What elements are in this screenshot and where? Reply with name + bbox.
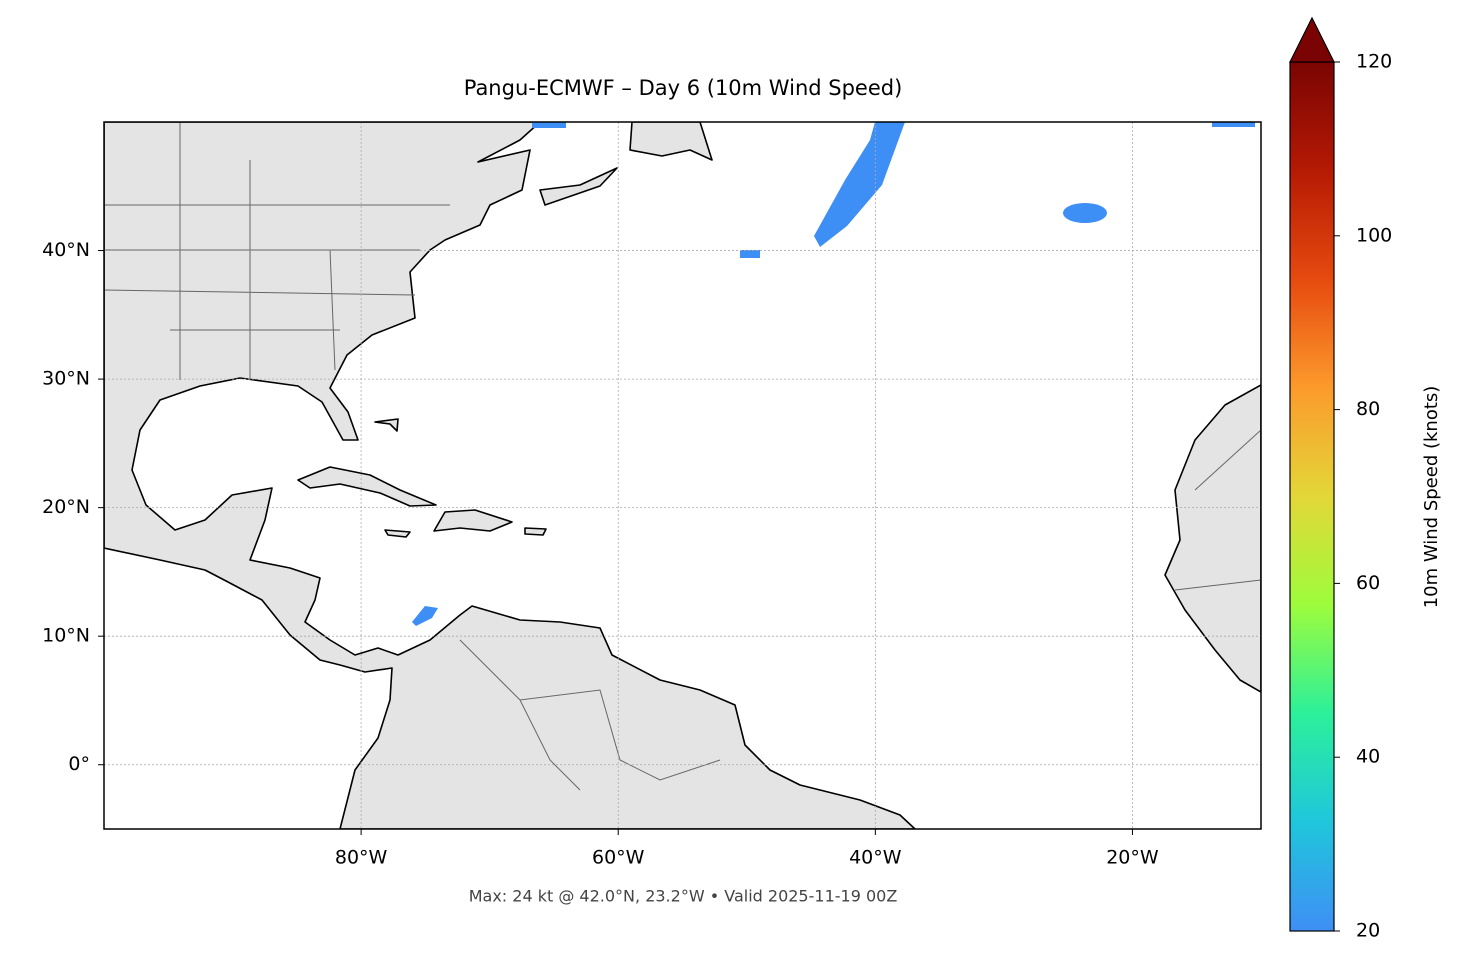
wind-patch: [814, 122, 905, 247]
colorbar: [1289, 61, 1335, 932]
colorbar-tick-label: 100: [1356, 224, 1392, 246]
cuba: [297, 466, 437, 507]
y-tick-label: 20°N: [42, 496, 90, 518]
colorbar-tick-label: 40: [1356, 746, 1380, 768]
x-tick-label: 80°W: [335, 847, 388, 869]
y-tick-label: 0°: [68, 753, 90, 775]
newfoundland: [629, 122, 713, 161]
map-frame: [103, 121, 1262, 830]
nova-scotia: [539, 167, 618, 206]
puerto-rico: [524, 527, 547, 536]
colorbar-label: 10m Wind Speed (knots): [1421, 386, 1442, 609]
colorbar-tick-label: 60: [1356, 572, 1380, 594]
africa: [1164, 384, 1261, 693]
x-tick-label: 20°W: [1106, 847, 1159, 869]
wind-patch: [740, 250, 760, 258]
colorbar-tick-label: 20: [1356, 920, 1380, 942]
bahamas: [374, 418, 399, 432]
wind-patch: [1212, 122, 1255, 127]
map: [104, 122, 1261, 829]
colorbar-tick-label: 80: [1356, 398, 1380, 420]
y-tick-label: 10°N: [42, 625, 90, 647]
x-tick-label: 40°W: [849, 847, 902, 869]
chart-title: Pangu-ECMWF – Day 6 (10m Wind Speed): [464, 76, 903, 100]
footnote: Max: 24 kt @ 42.0°N, 23.2°W • Valid 2025…: [469, 887, 898, 906]
us-borders: [104, 122, 450, 380]
jamaica: [384, 529, 411, 538]
colorbar-extension: [1289, 16, 1335, 63]
x-tick-label: 60°W: [592, 847, 645, 869]
y-tick-label: 30°N: [42, 368, 90, 390]
americas: [104, 122, 916, 829]
wind-patch: [412, 606, 438, 626]
y-tick-label: 40°N: [42, 239, 90, 261]
sa-borders: [459, 429, 1261, 791]
wind-patch: [1063, 203, 1107, 223]
wind-patch: [532, 122, 566, 128]
colorbar-tick-label: 120: [1356, 51, 1392, 73]
hispaniola: [433, 509, 513, 532]
